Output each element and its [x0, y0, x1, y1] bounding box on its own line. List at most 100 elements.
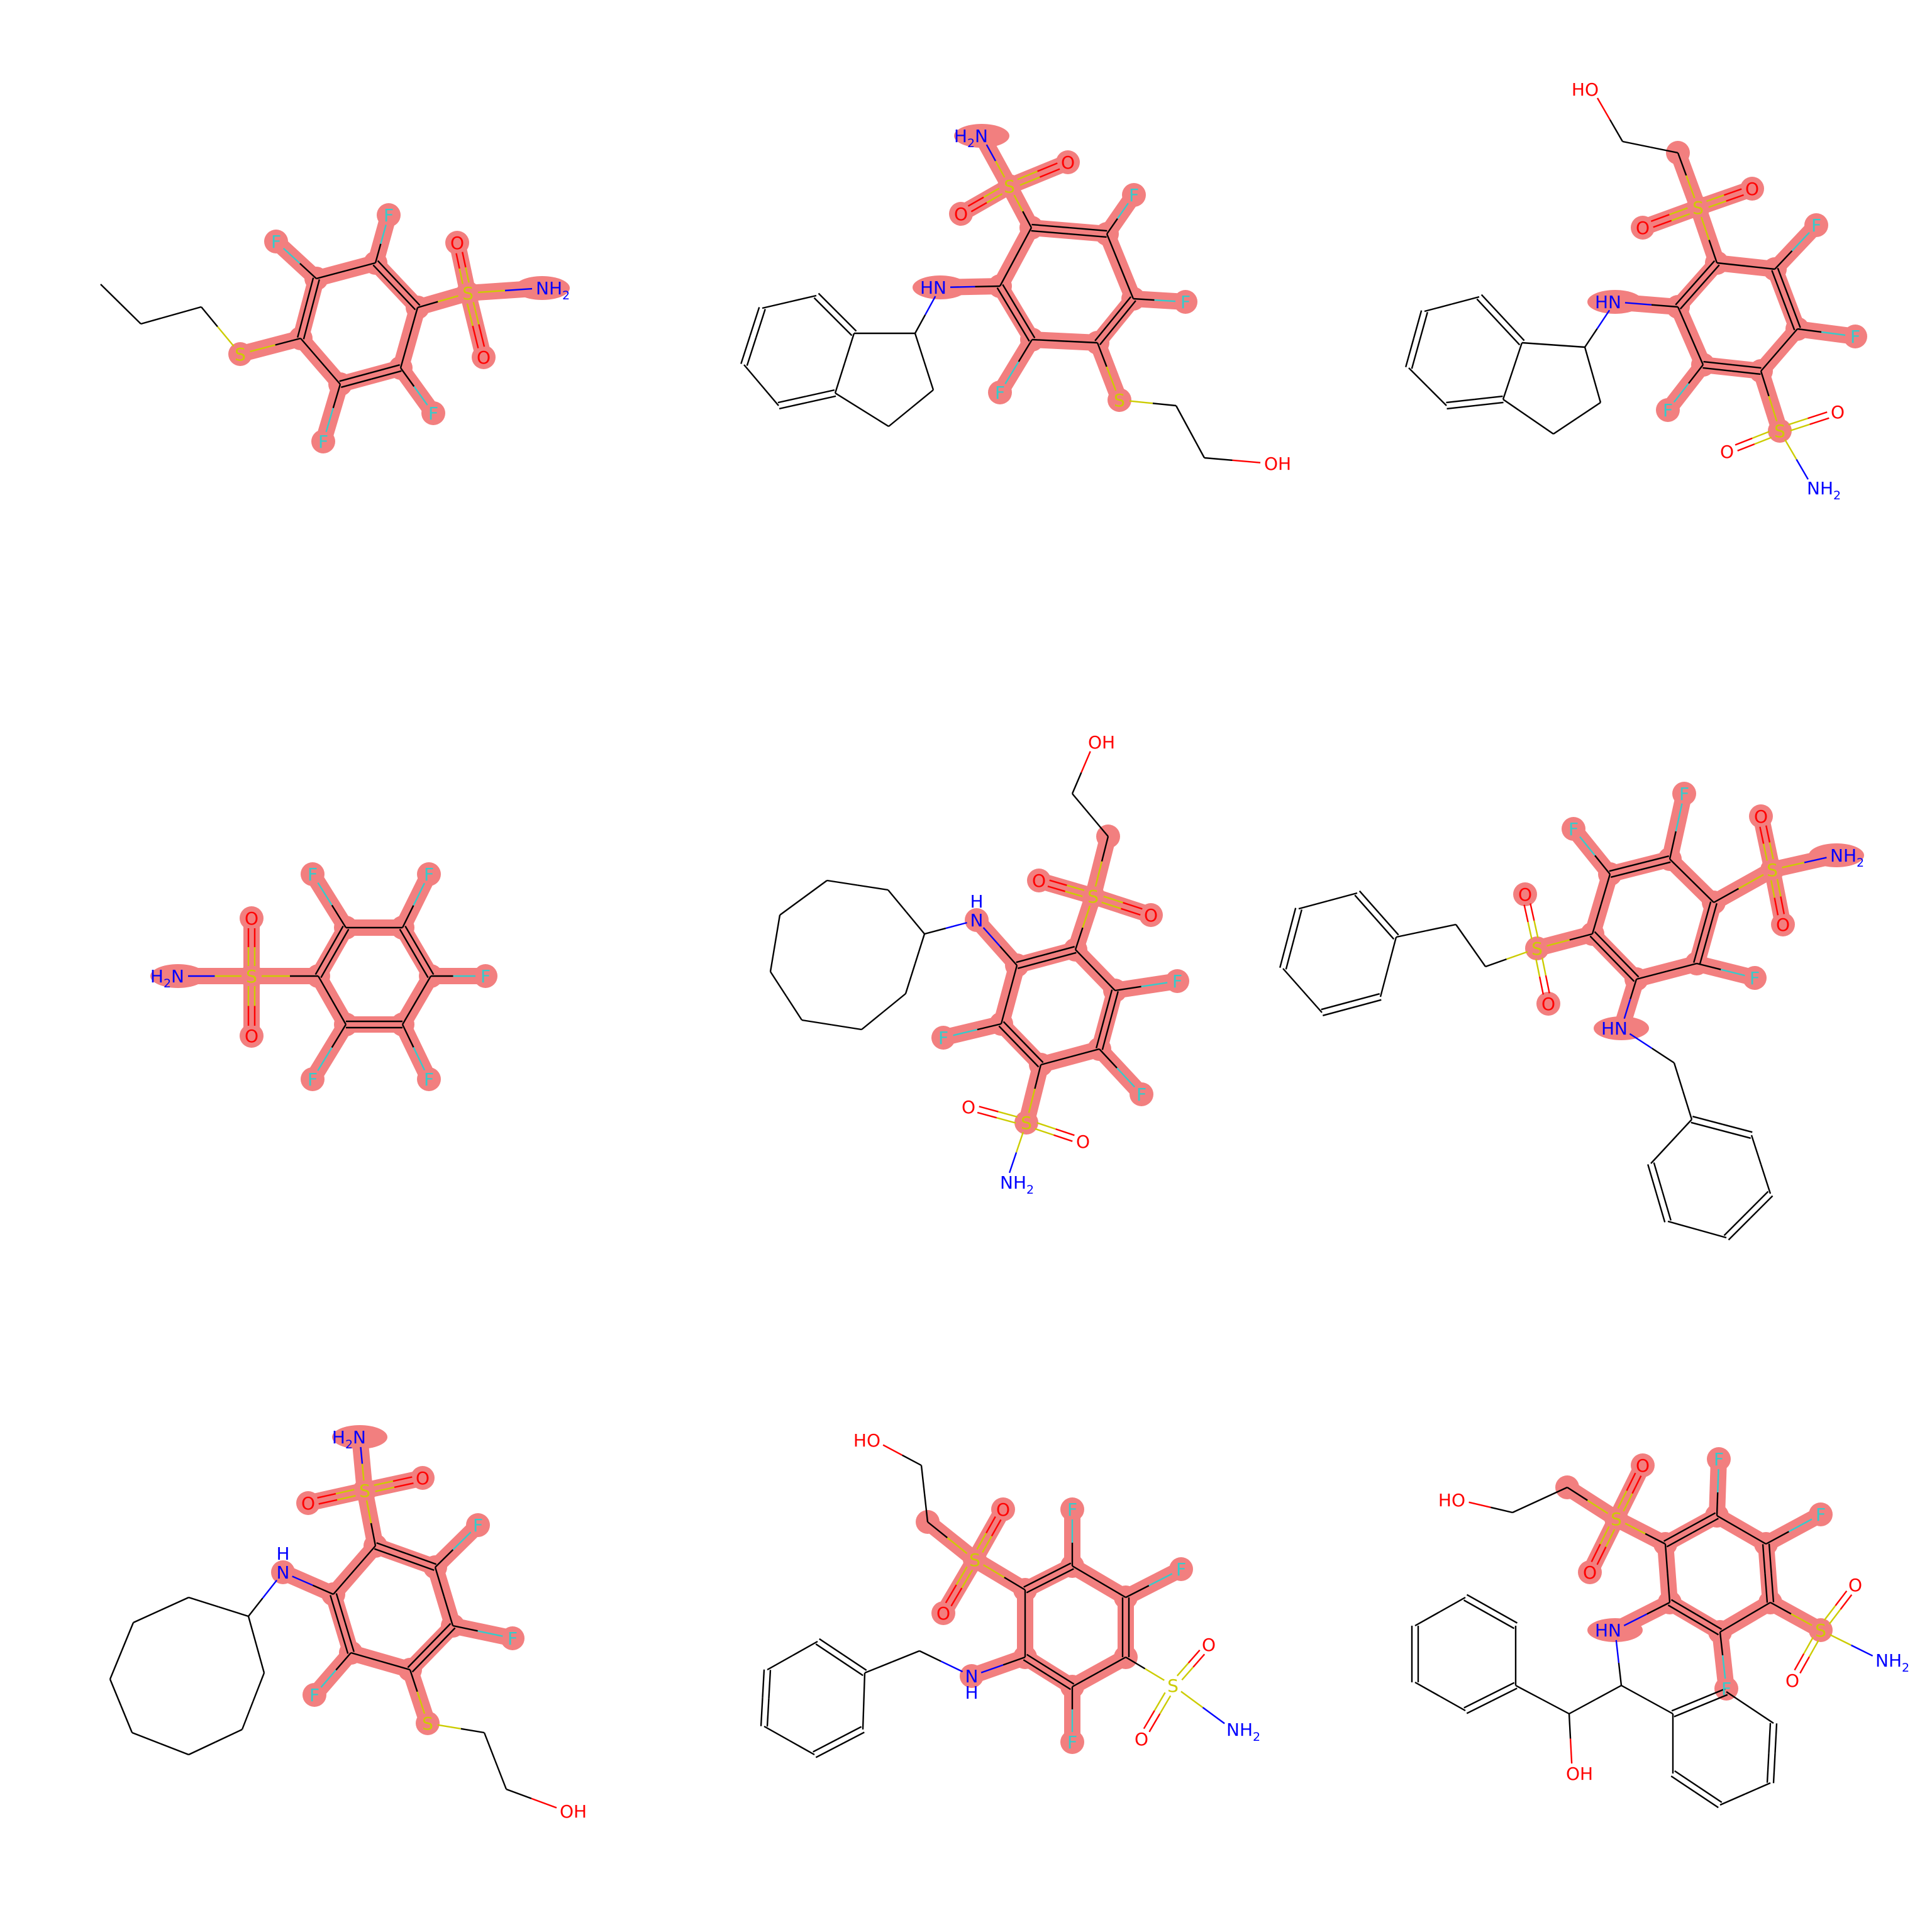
atom-label-O: O	[245, 1026, 258, 1046]
bond-segment	[801, 1019, 832, 1026]
atom-label-F: F	[938, 1028, 948, 1048]
highlight-atom	[377, 203, 401, 227]
bond-segment	[914, 933, 926, 964]
bond-segment	[1673, 382, 1689, 403]
atom-label-O: O	[936, 1603, 950, 1624]
atom-label-F: F	[1067, 1499, 1077, 1520]
bond-segment	[1605, 1529, 1616, 1548]
atom-label-O: O	[1745, 179, 1759, 199]
atom-label-H: H	[276, 1543, 289, 1564]
bond-segment	[1650, 1141, 1672, 1164]
bond-segment	[831, 1024, 862, 1031]
bond-segment	[749, 307, 760, 336]
bond-segment	[1772, 1753, 1776, 1784]
highlight-atom	[931, 1601, 955, 1625]
bond-segment	[1723, 1213, 1747, 1236]
bond-segment	[1282, 968, 1303, 991]
bond-segment	[314, 950, 330, 975]
bond-segment	[338, 1624, 349, 1654]
atom-label-O: O	[1754, 806, 1768, 827]
bond-segment	[1119, 266, 1135, 299]
bond-segment	[1106, 233, 1121, 267]
bond-segment	[1067, 884, 1085, 891]
label-layer: H2N S O O F F F F F	[150, 864, 491, 1090]
bond-segment	[1396, 930, 1426, 938]
label-layer: OH S O O F F F S O O NH2 NH	[938, 732, 1182, 1197]
atom-label-S: S	[1774, 421, 1785, 441]
bond-segment	[1716, 262, 1746, 267]
bond-segment	[1689, 1512, 1716, 1528]
highlight-atom	[1714, 1677, 1738, 1701]
bond-segment	[1181, 1667, 1194, 1681]
bond-segment	[1616, 953, 1640, 978]
bond-segment	[1745, 1191, 1769, 1214]
bond-segment	[372, 264, 395, 288]
bond-segment	[483, 1732, 496, 1762]
bond-segment	[1358, 890, 1380, 914]
atom-label-F: F	[424, 1069, 434, 1090]
bond-segment	[170, 306, 202, 316]
bond-segment	[282, 247, 301, 264]
atom-label-N: HN	[920, 277, 947, 298]
bond-segment	[1700, 1694, 1728, 1707]
bond-segment	[311, 279, 320, 310]
bond-segment	[1374, 916, 1395, 940]
bond-segment	[985, 1516, 996, 1534]
bond-segment	[1123, 902, 1143, 910]
bond-segment	[1553, 344, 1585, 348]
bond-segment	[857, 884, 889, 891]
highlight-atom	[1536, 992, 1560, 1016]
bond-segment	[1691, 880, 1714, 903]
bond-segment	[1485, 958, 1507, 968]
bond-segment	[1788, 1518, 1813, 1533]
bond-segment	[1424, 303, 1452, 313]
bond-segment	[465, 267, 470, 283]
label-layer: F F F S O O NH2 HN S O O	[1518, 784, 1864, 1039]
highlight-atom	[1604, 1507, 1628, 1531]
atom-label-S: S	[1021, 1113, 1032, 1133]
bond-segment	[504, 287, 533, 292]
bond-segment	[983, 1564, 1005, 1579]
bond-segment	[767, 1655, 793, 1671]
bond-segment	[1617, 1490, 1628, 1509]
bond-segment	[1765, 1531, 1790, 1545]
bond-segment	[334, 928, 350, 954]
highlight-layer	[931, 824, 1189, 1135]
bond-segment	[1019, 176, 1040, 186]
highlight-layer	[1555, 1447, 1833, 1701]
bond-segment	[331, 904, 347, 928]
highlight-atom	[1809, 1502, 1833, 1526]
bond-segment	[1745, 1782, 1771, 1795]
bond-segment	[393, 287, 416, 311]
bond-segment	[416, 975, 432, 1001]
bond-segment	[1706, 194, 1724, 203]
atom-label-F: F	[318, 431, 328, 452]
bond-segment	[1023, 1041, 1044, 1063]
bond-segment	[1533, 920, 1539, 938]
atom-label-N: NH2	[1807, 478, 1841, 502]
highlight-layer	[1513, 782, 1864, 1040]
bond-segment	[1790, 1613, 1813, 1626]
atom-label-O: O	[450, 233, 464, 253]
bond-segment	[1670, 1119, 1692, 1142]
highlight-atom	[1809, 1618, 1833, 1642]
bond-segment	[1440, 1696, 1466, 1712]
bond-segment	[807, 395, 836, 404]
bond-segment	[1411, 340, 1421, 369]
bond-segment	[1321, 1001, 1351, 1011]
bond-segment	[317, 1047, 333, 1071]
highlight-atom	[466, 1513, 490, 1537]
bond-segment	[1569, 933, 1593, 941]
bond-segment	[785, 995, 803, 1021]
atom-label-N: H2N	[150, 966, 184, 991]
bond-segment	[1668, 831, 1677, 860]
bond-segment	[275, 337, 301, 346]
bond-segment	[345, 262, 376, 272]
bond-segment	[472, 302, 480, 325]
bond-segment	[1189, 431, 1206, 458]
bond-segment	[1045, 946, 1075, 955]
bond-segment	[1750, 1135, 1762, 1165]
bond-segment	[216, 326, 235, 347]
atom-label-O: O	[1541, 994, 1555, 1014]
bond-segment	[1014, 227, 1033, 258]
